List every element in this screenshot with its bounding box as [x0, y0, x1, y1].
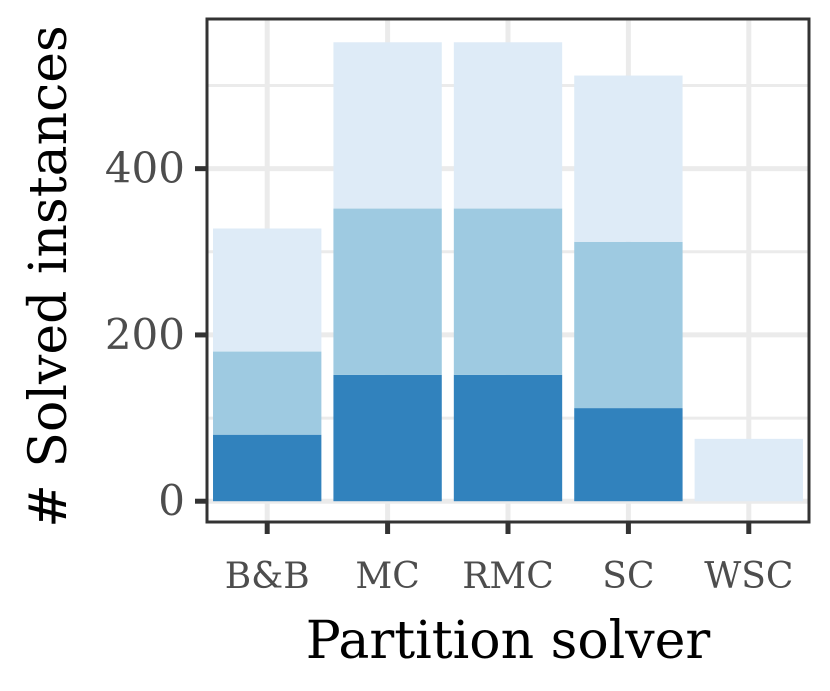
bar-segment-mc-1: [333, 374, 442, 502]
bar-segment-b-b-2: [213, 351, 322, 435]
y-tick-label: 200: [105, 310, 185, 359]
bar-segment-sc-3: [574, 75, 683, 242]
bar-segment-b-b-1: [213, 434, 322, 502]
y-axis: 0 200 400: [105, 144, 207, 525]
x-axis: B&B MC RMC SC WSC: [225, 522, 793, 597]
x-tick-label: SC: [602, 556, 654, 597]
bar-segment-wsc-3: [694, 438, 803, 502]
bar-segment-mc-3: [333, 42, 442, 209]
bar-segment-rmc-2: [453, 208, 563, 375]
x-tick-label: WSC: [704, 556, 793, 597]
y-tick-label: 0: [158, 476, 185, 525]
bar-segment-b-b-3: [213, 228, 322, 352]
bar-segment-rmc-3: [453, 42, 563, 209]
y-tick-label: 400: [105, 144, 185, 193]
x-tick-label: RMC: [462, 556, 554, 597]
bars: [213, 42, 803, 502]
bar-segment-sc-1: [574, 408, 683, 502]
bar-segment-mc-2: [333, 208, 442, 375]
x-tick-label: B&B: [225, 556, 310, 597]
bar-segment-rmc-1: [453, 374, 563, 502]
y-axis-title: # Solved instances: [19, 25, 79, 527]
x-tick-label: MC: [355, 556, 419, 597]
bar-segment-sc-2: [574, 241, 683, 409]
x-axis-title: Partition solver: [306, 611, 711, 671]
